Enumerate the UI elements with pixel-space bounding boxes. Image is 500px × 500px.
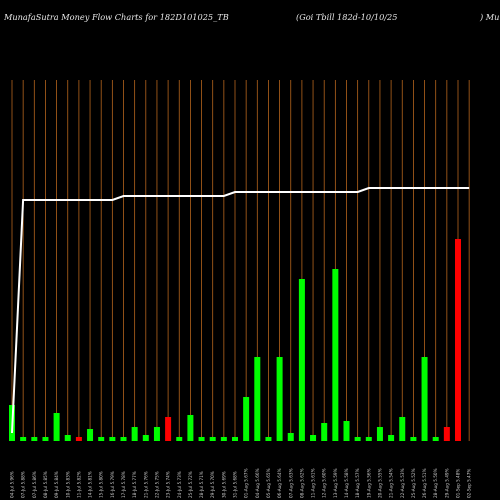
money-flow-bar: [443, 427, 450, 441]
x-axis-label: 22-Jul 5.75%: [154, 471, 159, 498]
x-axis-label: 01-Sep 5.48%: [456, 469, 461, 498]
x-axis-label: 04-Jul 5.96%: [10, 471, 15, 498]
x-axis-label: 31-Jul 5.68%: [233, 471, 238, 498]
money-flow-bar: [432, 437, 439, 441]
money-flow-bar: [109, 437, 116, 441]
x-axis-label: 08-Aug 5.62%: [299, 468, 304, 498]
x-axis-label: 18-Jul 5.77%: [132, 471, 137, 498]
money-flow-bar: [165, 417, 172, 441]
x-axis-label: 07-Jul 5.88%: [21, 471, 26, 498]
money-flow-bar: [64, 435, 71, 441]
x-axis-label: 01-Aug 5.67%: [244, 468, 249, 498]
money-flow-bar: [42, 437, 49, 441]
x-axis-label: 30-Jul 5.69%: [221, 471, 226, 498]
x-axis-label: 22-Aug 5.53%: [400, 468, 405, 498]
money-flow-bar: [75, 437, 82, 441]
price-line: [11, 187, 470, 434]
money-flow-bar: [198, 437, 205, 441]
money-flow-bar: [388, 435, 395, 441]
x-axis-label: 21-Jul 5.76%: [143, 471, 148, 498]
money-flow-bar: [343, 421, 350, 441]
x-axis-label: 15-Jul 5.80%: [99, 471, 104, 498]
money-flow-bar: [310, 435, 317, 441]
x-axis-label: 05-Aug 5.65%: [266, 468, 271, 498]
x-axis-label: 02-Sep 5.47%: [467, 469, 472, 498]
money-flow-bar: [87, 429, 94, 441]
x-axis-label: 25-Aug 5.52%: [411, 468, 416, 498]
money-flow-bar: [287, 433, 294, 441]
money-flow-bar: [142, 435, 149, 441]
money-flow-bar: [365, 437, 372, 441]
money-flow-bar: [421, 357, 428, 441]
chart-title-left: MunafaSutra Money Flow Charts for 182D10…: [4, 12, 229, 22]
x-axis-label: 19-Aug 5.56%: [366, 468, 371, 498]
x-axis-label: 29-Jul 5.70%: [210, 471, 215, 498]
chart-title-right: ) Munafa: [480, 12, 500, 22]
x-axis-label: 06-Aug 5.64%: [277, 468, 282, 498]
money-flow-bar: [455, 239, 461, 441]
x-axis-label: 29-Aug 5.49%: [444, 468, 449, 498]
x-axis-label: 11-Jul 5.82%: [76, 471, 81, 498]
x-axis-label: 17-Jul 5.78%: [121, 471, 126, 498]
money-flow-bar: [153, 427, 160, 441]
x-axis-label: 09-Jul 5.84%: [54, 471, 59, 498]
x-axis-label: 18-Aug 5.57%: [355, 468, 360, 498]
x-axis-label: 16-Jul 5.79%: [110, 471, 115, 498]
money-flow-bar: [332, 269, 339, 441]
money-flow-bar: [321, 423, 328, 441]
money-flow-bar: [53, 413, 60, 441]
x-axis-label: 20-Aug 5.55%: [377, 468, 382, 498]
money-flow-bar: [120, 437, 127, 441]
money-flow-bar: [399, 417, 406, 441]
money-flow-bar: [131, 427, 138, 441]
x-axis-label: 25-Jul 5.72%: [188, 471, 193, 498]
x-axis-label: 11-Aug 5.61%: [311, 468, 316, 498]
money-flow-bar: [410, 437, 417, 441]
money-flow-bar: [276, 357, 283, 441]
money-flow-bar: [298, 279, 305, 441]
money-flow-bar: [354, 437, 361, 441]
money-flow-bar: [187, 415, 194, 441]
x-axis-label: 14-Aug 5.58%: [344, 468, 349, 498]
money-flow-bars: [9, 239, 461, 441]
x-axis-label: 12-Aug 5.60%: [322, 468, 327, 498]
x-axis-label: 07-Aug 5.63%: [288, 468, 293, 498]
chart-title-middle: (Goi Tbill 182d-10/10/25: [296, 12, 398, 22]
chart-title-bar: MunafaSutra Money Flow Charts for 182D10…: [4, 12, 500, 26]
x-axis-label: 23-Jul 5.74%: [166, 471, 171, 498]
money-flow-bar: [31, 437, 38, 441]
x-axis-labels: 04-Jul 5.96% 07-Jul 5.88% 07-Jul 5.86% 08-J…: [10, 468, 472, 498]
money-flow-bar: [220, 437, 227, 441]
grid-lines: [11, 80, 470, 441]
money-flow-bar: [98, 437, 105, 441]
money-flow-bar: [254, 357, 261, 441]
x-axis-label: 21-Aug 5.54%: [389, 468, 394, 498]
money-flow-bar: [20, 437, 27, 441]
money-flow-bar: [265, 437, 272, 441]
x-axis-label: 08-Jul 5.85%: [43, 471, 48, 498]
money-flow-bar: [376, 427, 383, 441]
x-axis-label: 28-Jul 5.71%: [199, 471, 204, 498]
money-flow-bar: [232, 437, 238, 441]
x-axis-label: 13-Aug 5.59%: [333, 468, 338, 498]
x-axis-label: 14-Jul 5.81%: [88, 471, 93, 498]
x-axis-label: 10-Jul 5.83%: [65, 471, 70, 498]
x-axis-label: 07-Jul 5.86%: [32, 471, 37, 498]
money-flow-bar: [243, 397, 250, 441]
x-axis-label: 26-Aug 5.51%: [422, 468, 427, 498]
money-flow-bar: [209, 437, 216, 441]
x-axis-label: 28-Aug 5.50%: [433, 468, 438, 498]
money-flow-bar: [176, 437, 183, 441]
x-axis-label: 04-Aug 5.66%: [255, 468, 260, 498]
x-axis-label: 24-Jul 5.73%: [177, 471, 182, 498]
